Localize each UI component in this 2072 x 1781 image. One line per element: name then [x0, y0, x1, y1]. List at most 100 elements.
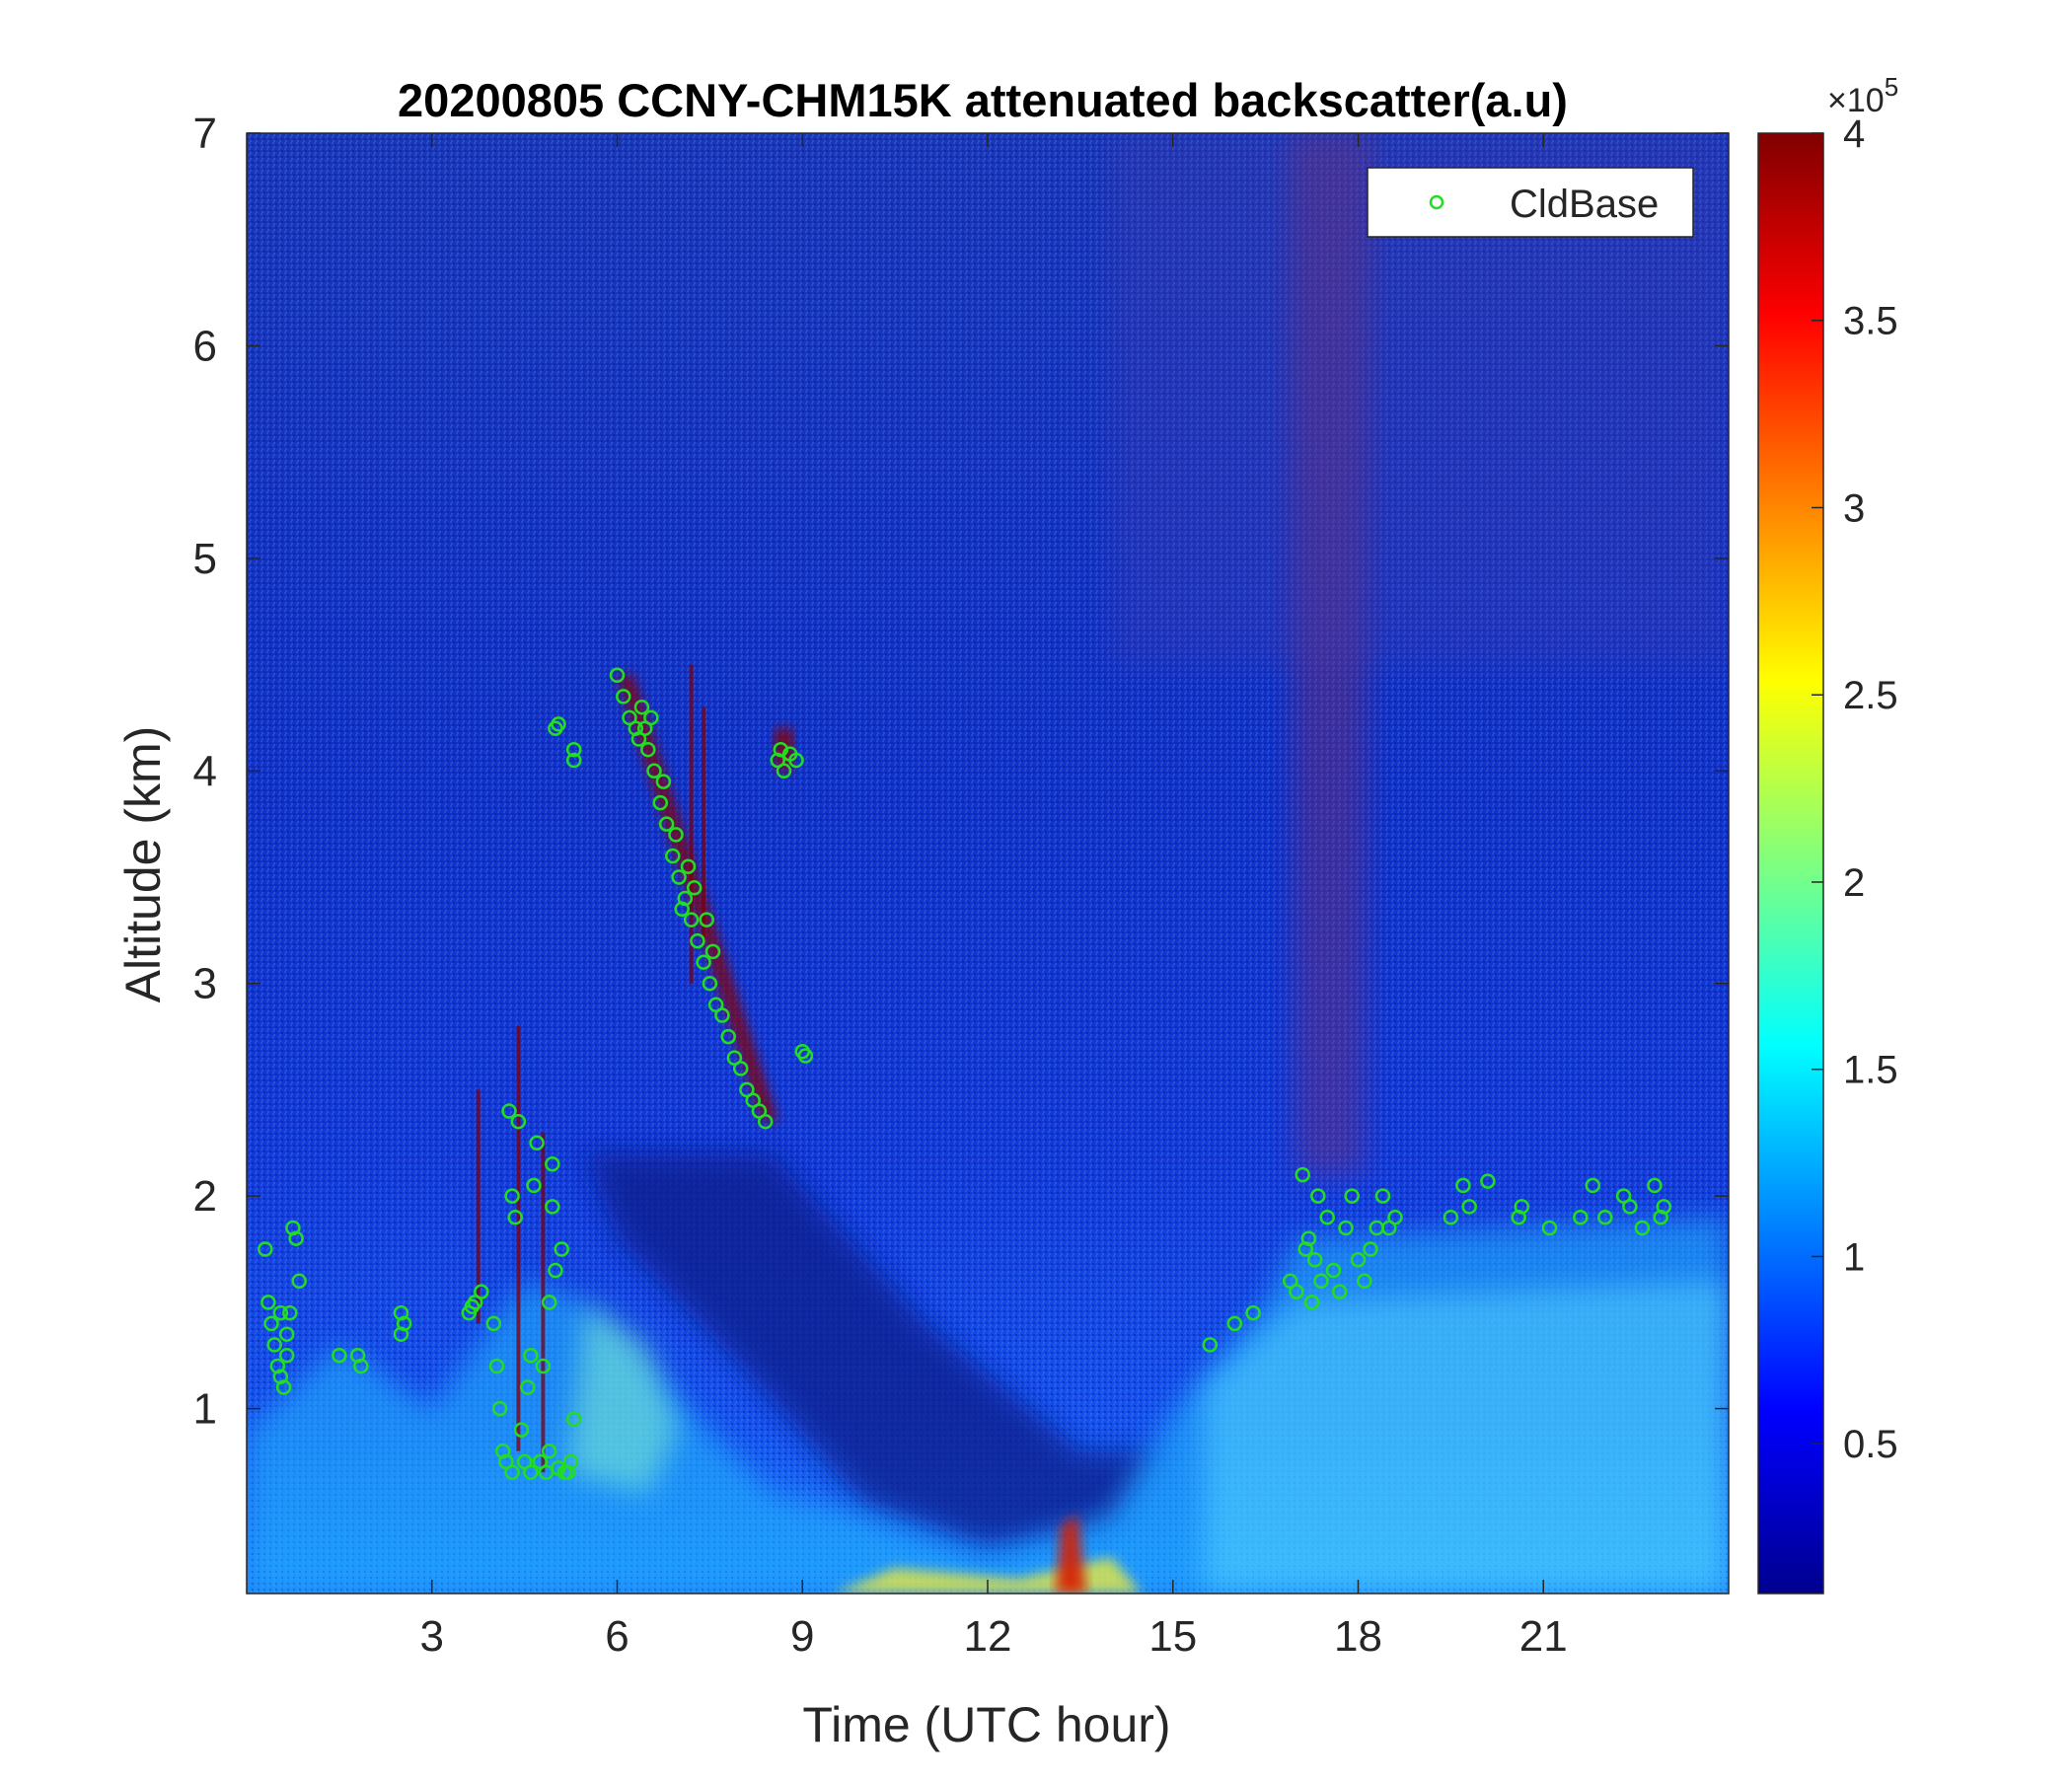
cldbase-point: [275, 1379, 292, 1395]
cldbase-point: [278, 1347, 295, 1364]
colorbar-tick-label: 4: [1843, 112, 1865, 156]
streak-2: [476, 1089, 481, 1324]
cldbase-point: [507, 1209, 523, 1225]
cldbase-point: [523, 1464, 539, 1480]
cldbase-point: [696, 954, 711, 970]
cldbase-point: [797, 1048, 814, 1064]
colorbar-tick-label: 2.5: [1843, 674, 1898, 717]
cldbase-point: [646, 763, 662, 779]
cldbase-point: [732, 1061, 749, 1076]
cldbase-point: [1622, 1199, 1638, 1215]
streak-3: [516, 1025, 521, 1451]
cldbase-point: [529, 1135, 545, 1151]
cldbase-point: [260, 1295, 276, 1310]
cldbase-point: [488, 1358, 505, 1374]
colorbar-tick-label: 3.5: [1843, 300, 1898, 343]
colorbar-tick-label: 1.5: [1843, 1049, 1898, 1092]
cldbase-point: [674, 901, 690, 918]
colorbar-multiplier-base: ×10: [1827, 82, 1885, 119]
cldbase-markers: [258, 667, 1672, 1480]
cldbase-point: [1344, 1188, 1360, 1204]
cldbase-point: [501, 1103, 517, 1119]
cldbase-point: [1656, 1199, 1672, 1215]
cldbase-point: [353, 1358, 369, 1374]
upper-noise-region: [1111, 133, 1729, 665]
colorbar-gradient: [1757, 132, 1824, 1595]
cldbase-point: [1202, 1337, 1219, 1353]
colorbar-tick-label: 2: [1843, 861, 1865, 905]
y-tick-label: 4: [193, 747, 217, 795]
colorbar-ticks: 0.5 1 1.5 2 2.5 3 3.5 4: [1812, 112, 1898, 1466]
y-tick-label: 3: [193, 960, 217, 1008]
cldbase-point: [545, 1199, 560, 1215]
colorbar-tick-label: 1: [1843, 1235, 1865, 1279]
cldbase-point: [1289, 1284, 1304, 1299]
cldbase-point: [513, 1422, 530, 1438]
x-tick-label: 6: [605, 1612, 629, 1661]
cldbase-point: [616, 689, 631, 705]
x-axis-label: Time (UTC hour): [802, 1697, 1170, 1752]
cldbase-point: [1585, 1177, 1601, 1194]
cldbase-point: [1297, 1241, 1314, 1257]
cldbase-point: [1647, 1177, 1663, 1194]
cldbase-point: [1357, 1273, 1372, 1290]
cldbase-point: [393, 1326, 409, 1342]
streak-0: [689, 664, 694, 984]
cloud-layer-streak: [617, 675, 778, 1122]
streak-1: [702, 706, 706, 941]
cldbase-point: [1313, 1273, 1329, 1290]
clear-air-region: [586, 1153, 1161, 1547]
heatmap-area: [247, 133, 1729, 1594]
cldbase-point: [609, 667, 626, 684]
colorbar-tick-label: 0.5: [1843, 1423, 1898, 1466]
cldbase-point: [291, 1273, 307, 1290]
cldbase-point: [1319, 1209, 1335, 1225]
cldbase-point: [491, 1400, 508, 1417]
y-axis: 1 2 3 4 5 6 7: [193, 110, 1729, 1434]
cldbase-point: [1455, 1177, 1471, 1194]
cldbase-point: [1387, 1209, 1403, 1225]
cldbase-point: [690, 932, 705, 949]
cldbase-point: [541, 1295, 557, 1310]
cldbase-point: [263, 1315, 279, 1332]
cldbase-point: [1331, 1284, 1348, 1299]
cldbase-point: [1338, 1220, 1354, 1236]
y-tick-label: 1: [193, 1385, 217, 1434]
cldbase-point: [680, 858, 697, 874]
cldbase-point: [1634, 1220, 1651, 1236]
cldbase-point: [548, 1262, 563, 1279]
chart-title: 20200805 CCNY-CHM15K attenuated backscat…: [398, 74, 1568, 126]
afternoon-mixed-layer: [1204, 1281, 1729, 1594]
cldbase-point: [1310, 1188, 1326, 1204]
cldbase-point: [1226, 1315, 1243, 1332]
cldbase-point: [1480, 1173, 1496, 1189]
cldbase-point: [1245, 1304, 1261, 1321]
colorbar-multiplier: ×105: [1827, 72, 1898, 119]
y-tick-label: 6: [193, 322, 217, 370]
cldbase-point: [551, 716, 566, 732]
cldbase-point: [523, 1347, 539, 1364]
cldbase-point: [1443, 1209, 1459, 1225]
cldbase-point: [562, 1453, 579, 1470]
y-tick-label: 2: [193, 1172, 217, 1221]
cldbase-point: [776, 763, 792, 779]
x-tick-label: 12: [964, 1612, 1012, 1661]
y-tick-label: 5: [193, 535, 217, 583]
colorbar-tick-label: 3: [1843, 486, 1865, 530]
y-tick-label: 7: [193, 110, 217, 158]
cldbase-point: [258, 1241, 273, 1257]
cldbase-point: [504, 1188, 520, 1204]
cldbase-point: [1303, 1295, 1320, 1310]
cldbase-point: [668, 827, 684, 843]
aerosol-plume: [567, 1301, 680, 1494]
colorbar-multiplier-exponent: 5: [1885, 72, 1898, 102]
cldbase-point: [504, 1464, 520, 1480]
cldbase-point: [545, 1156, 560, 1172]
cldbase-point: [686, 880, 703, 896]
cldbase-point: [773, 741, 789, 758]
cldbase-point: [702, 975, 718, 992]
x-axis: 3 6 9 12 15 18 21: [420, 133, 1568, 1661]
cldbase-point: [288, 1230, 304, 1246]
cldbase-point: [332, 1347, 347, 1364]
